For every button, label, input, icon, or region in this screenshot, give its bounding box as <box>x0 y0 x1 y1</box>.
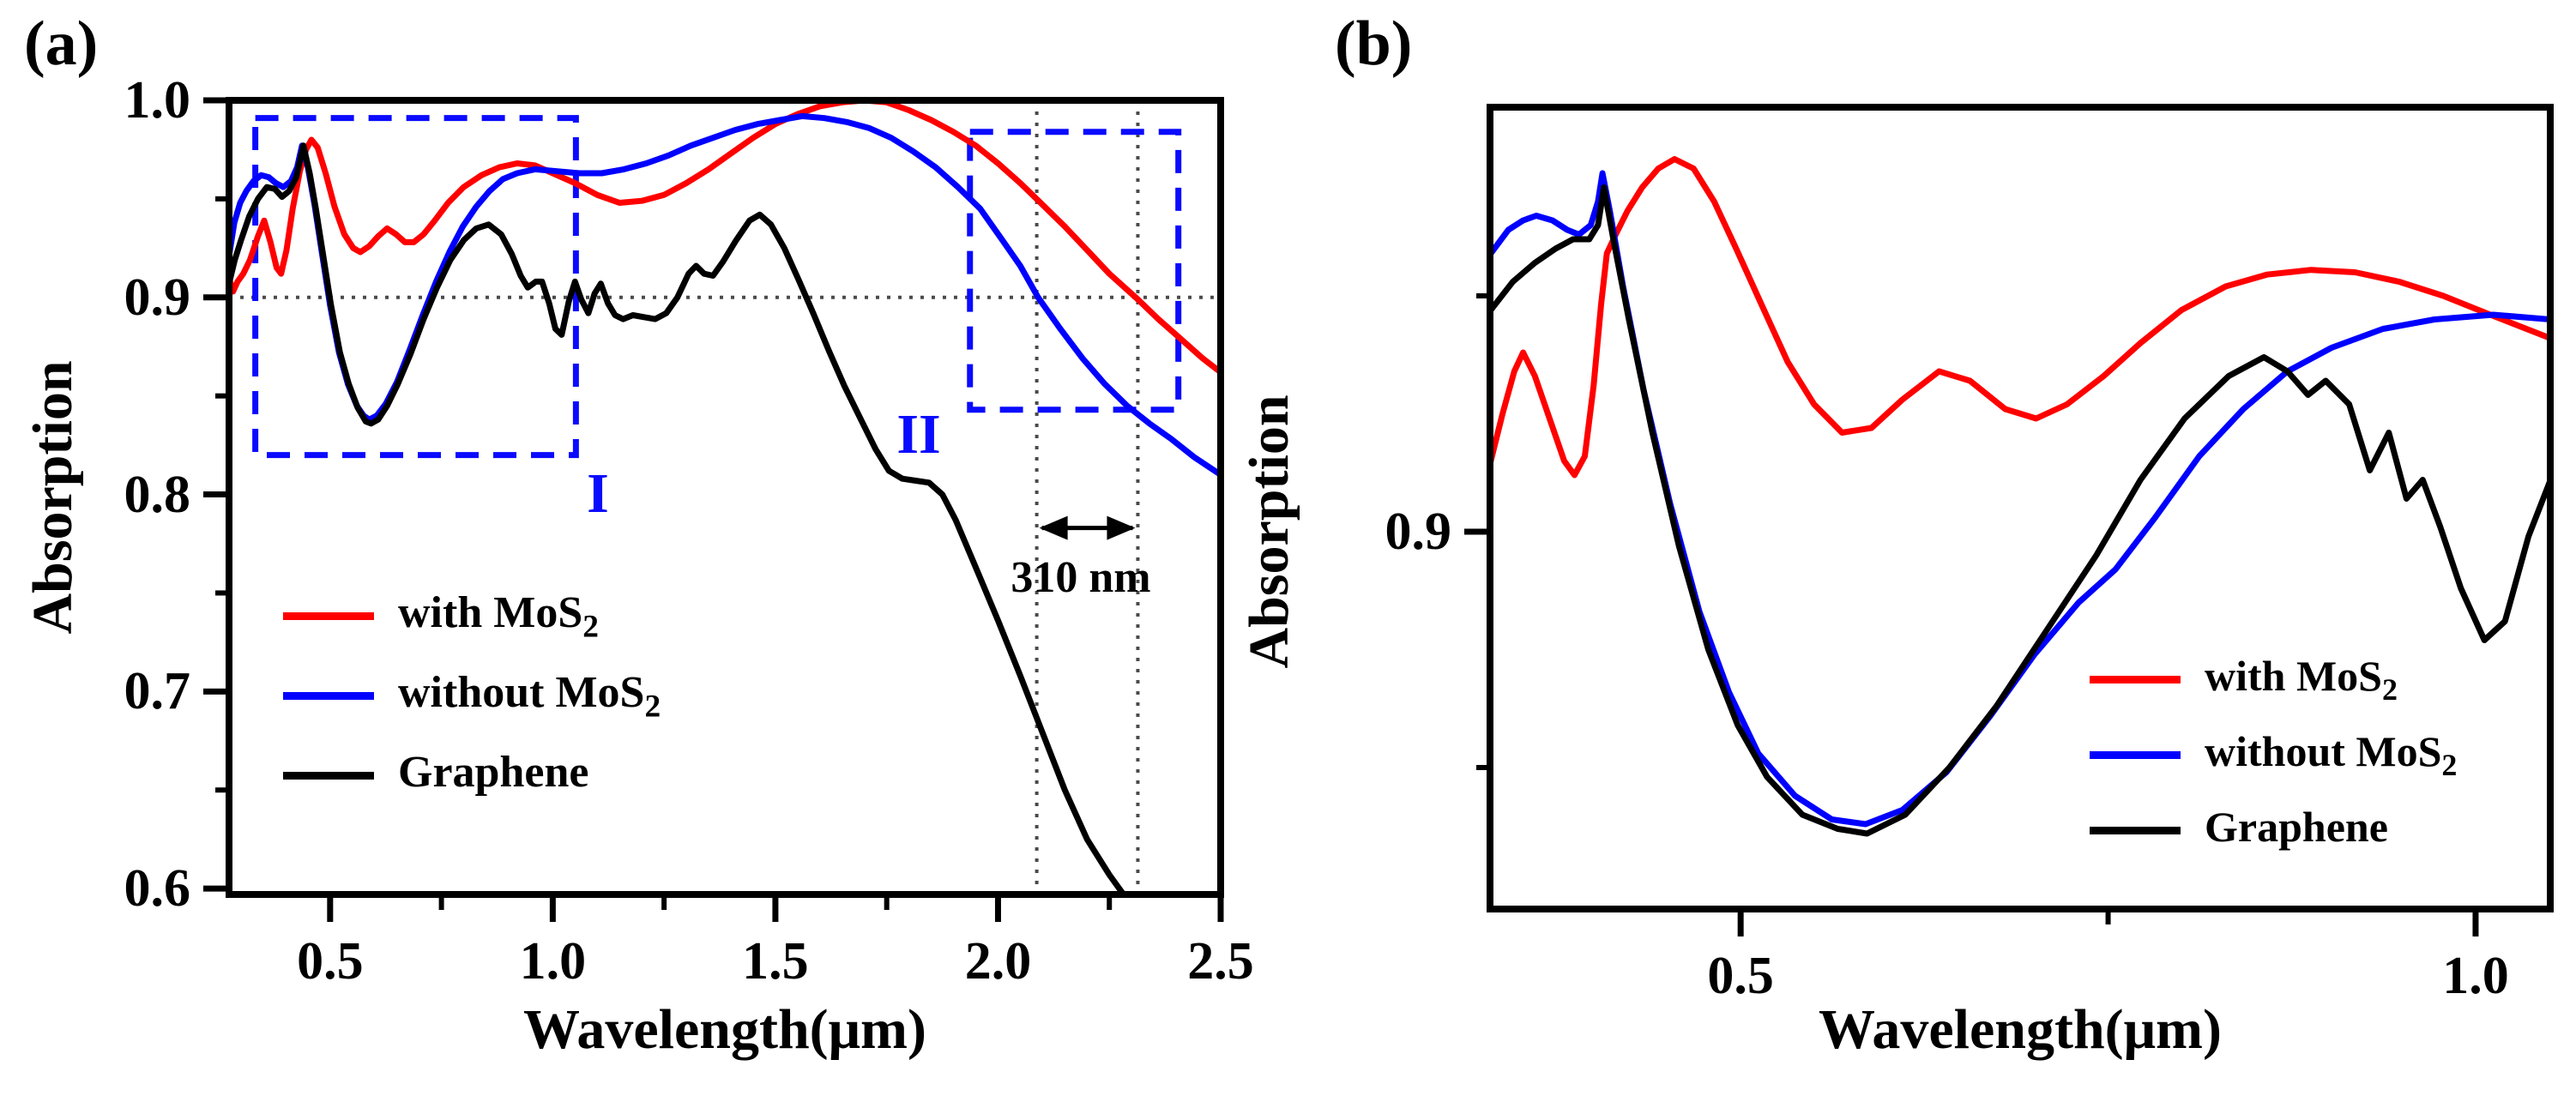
legend-item-graphene: Graphene <box>283 736 661 816</box>
panel-a-label: (a) <box>24 9 99 79</box>
legend-item-without-mos2: without MoS2 <box>2090 717 2457 792</box>
legend-label: with MoS2 <box>2205 651 2398 708</box>
legend-item-graphene: Graphene <box>2090 792 2457 868</box>
legend-label-text: with MoS <box>2205 652 2382 700</box>
legend-swatch-black <box>283 772 374 780</box>
curve-with-mos2 <box>1490 156 2550 479</box>
plot-area-a <box>229 100 1221 894</box>
legend-item-with-mos2: with MoS2 <box>2090 641 2457 717</box>
panel-b-label: (b) <box>1335 9 1413 79</box>
legend-swatch-red <box>283 612 374 620</box>
axes-spines-a <box>226 97 1224 898</box>
x-tick-label-a: 2.5 <box>1187 932 1254 991</box>
legend-label-sub: 2 <box>2441 748 2458 782</box>
legend-swatch-red <box>2090 675 2181 683</box>
legend-panel-b: with MoS2 without MoS2 Graphene <box>2090 641 2457 868</box>
legend-label-sub: 2 <box>582 609 599 645</box>
curve-with-mos2 <box>229 100 1221 376</box>
y-tick-label-a: 0.8 <box>124 465 191 524</box>
curve-without-mos2 <box>1490 170 2550 828</box>
arrowhead-right <box>1107 515 1136 540</box>
legend-item-with-mos2: with MoS2 <box>283 576 661 656</box>
legend-swatch-blue <box>283 692 374 700</box>
region-box-ii <box>967 129 1182 413</box>
legend-label: without MoS2 <box>2205 726 2457 783</box>
legend-label-text: Graphene <box>398 747 589 797</box>
legend-swatch-blue <box>2090 750 2181 759</box>
region-box-i <box>252 115 579 459</box>
x-tick-label-a: 1.5 <box>742 932 809 991</box>
y-tick-label-a: 0.9 <box>124 268 191 327</box>
x-tick-label-a: 2.0 <box>964 932 1032 991</box>
curve-graphene <box>229 142 1128 894</box>
legend-item-without-mos2: without MoS2 <box>283 656 661 736</box>
y-tick-label-a: 0.6 <box>124 859 191 918</box>
region-label-ii: II <box>896 403 941 466</box>
x-tick-label-a: 0.5 <box>297 932 364 991</box>
y-tick-label-b: 0.9 <box>1385 503 1452 561</box>
annotation-310nm: 310 nm <box>1010 553 1151 602</box>
arrowhead-left <box>1039 515 1068 540</box>
legend-label: Graphene <box>398 747 588 804</box>
panel-b-xaxis-title: Wavelength(μm) <box>1818 998 2223 1061</box>
panel-b-yaxis-title: Absorption <box>1238 394 1300 669</box>
curve-graphene <box>1490 184 2550 837</box>
y-tick-label-a: 1.0 <box>124 71 191 129</box>
legend-swatch-black <box>2090 826 2181 834</box>
panel-a-xaxis-title: Wavelength(μm) <box>522 998 927 1061</box>
legend-label: without MoS2 <box>398 667 661 725</box>
x-tick-label-b: 0.5 <box>1707 947 1774 1005</box>
legend-label: with MoS2 <box>398 587 599 645</box>
legend-label-text: without MoS <box>398 667 645 717</box>
legend-label-sub: 2 <box>644 689 661 725</box>
legend-panel-a: with MoS2 without MoS2 Graphene <box>283 576 661 816</box>
legend-label-text: Graphene <box>2205 803 2388 851</box>
legend-label-text: with MoS <box>398 587 583 637</box>
legend-label-sub: 2 <box>2381 672 2398 707</box>
plot-area-b <box>1490 156 2550 837</box>
legend-label: Graphene <box>2205 802 2388 858</box>
x-tick-label-a: 1.0 <box>519 932 587 991</box>
x-tick-label-b: 1.0 <box>2442 947 2509 1005</box>
y-tick-label-a: 0.7 <box>124 662 191 721</box>
axes-spines-b <box>1487 104 2554 912</box>
legend-label-text: without MoS <box>2205 727 2442 775</box>
region-label-i: I <box>587 462 609 525</box>
